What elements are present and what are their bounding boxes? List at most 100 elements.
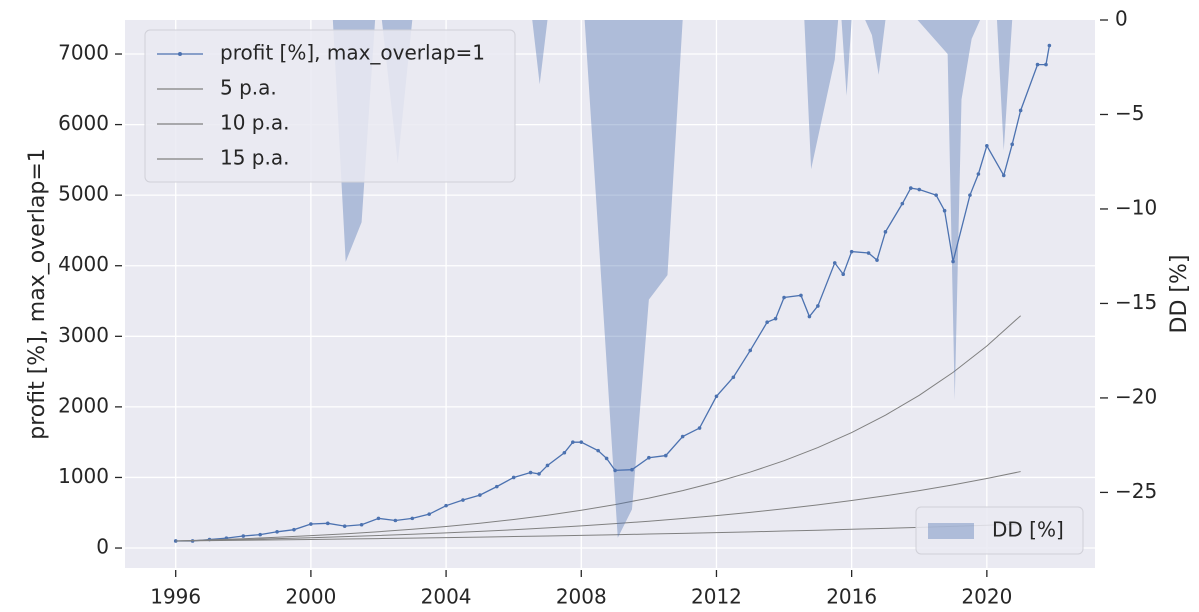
point <box>562 450 567 455</box>
line <box>175 523 1021 542</box>
legend-label: profit [%], max_overlap=1 <box>220 41 485 65</box>
point <box>773 316 778 321</box>
point <box>663 453 668 458</box>
point <box>630 467 634 472</box>
legend: profit [%], max_overlap=1 5 p.a. 10 p.a. 15… <box>144 29 1084 555</box>
point <box>596 448 600 453</box>
point <box>841 272 846 277</box>
point <box>731 375 736 380</box>
point <box>909 186 913 190</box>
y-axis-label: profit [%], max_overlap=1 <box>25 148 50 440</box>
point <box>342 524 347 528</box>
point <box>325 521 330 526</box>
point <box>951 259 955 264</box>
point <box>1047 43 1052 48</box>
axes: 1996 2000 2004 2008 2012 2016 2020 0 1000 2000 300… <box>58 7 1157 609</box>
legend-label: 10 p.a. <box>220 111 289 135</box>
point <box>807 314 812 319</box>
y2-tick-label: −5 <box>1115 101 1144 125</box>
point <box>1010 142 1014 147</box>
point <box>883 230 888 234</box>
point <box>571 440 575 444</box>
line <box>175 315 1021 542</box>
point <box>765 320 769 324</box>
x-tick-label: 1996 <box>150 585 201 609</box>
legend-swatch <box>928 523 974 539</box>
point <box>934 193 938 197</box>
y-tick-label: 1000 <box>58 464 109 488</box>
point <box>714 394 719 399</box>
y2-tick-label: −20 <box>1115 384 1157 408</box>
point <box>613 468 617 473</box>
point <box>410 516 415 521</box>
point <box>1044 62 1048 67</box>
x-tick-label: 2004 <box>421 585 472 609</box>
x-tick-label: 2020 <box>961 585 1012 609</box>
point <box>816 304 820 308</box>
point <box>359 522 364 527</box>
point <box>393 518 398 523</box>
point <box>1001 173 1006 178</box>
point <box>985 143 989 148</box>
legend-label: 15 p.a. <box>220 146 289 170</box>
point <box>748 348 753 353</box>
point <box>1035 62 1040 67</box>
point <box>604 456 609 461</box>
x-tick-label: 2000 <box>285 585 336 609</box>
x-tick-label: 2012 <box>691 585 742 609</box>
y2-tick-label: −25 <box>1115 479 1157 503</box>
y-tick-label: 2000 <box>58 393 109 417</box>
point <box>866 251 871 255</box>
legend-label: 5 p.a. <box>220 76 277 100</box>
dd-area <box>175 20 1050 538</box>
point <box>461 498 465 502</box>
y-tick-label: 6000 <box>58 111 109 135</box>
point <box>697 426 702 430</box>
legend-marker <box>178 52 182 56</box>
line <box>175 471 1021 542</box>
y2-tick-label: −15 <box>1115 290 1157 314</box>
y2-tick-label: 0 <box>1115 7 1128 31</box>
legend-box <box>144 29 516 183</box>
point <box>494 484 499 489</box>
x-tick-label: 2008 <box>556 585 607 609</box>
point <box>647 455 651 460</box>
x-tick-label: 2016 <box>826 585 877 609</box>
point <box>1018 108 1023 113</box>
y-tick-label: 5000 <box>58 182 109 206</box>
legend-label: DD [%] <box>992 518 1064 542</box>
point <box>875 258 879 262</box>
point <box>376 516 381 521</box>
point <box>942 208 947 213</box>
point <box>799 293 803 298</box>
point <box>900 201 905 206</box>
point <box>537 472 541 476</box>
point <box>680 434 685 439</box>
y2-tick-label: −10 <box>1115 195 1157 219</box>
point <box>292 527 296 532</box>
point <box>275 529 279 534</box>
y-tick-label: 4000 <box>58 252 109 276</box>
point <box>427 512 431 516</box>
point <box>511 475 516 480</box>
point <box>917 187 922 192</box>
point <box>782 295 786 300</box>
y-tick-label: 7000 <box>58 41 109 65</box>
legend-box <box>915 506 1084 555</box>
marks <box>173 20 1052 543</box>
point <box>832 261 837 265</box>
point <box>968 193 972 197</box>
y-tick-label: 0 <box>96 535 109 559</box>
point <box>478 493 482 497</box>
y2-axis-label: DD [%] <box>1167 255 1192 334</box>
point <box>976 172 981 176</box>
point <box>444 503 448 508</box>
point <box>309 522 313 526</box>
point <box>241 534 246 538</box>
point <box>258 532 262 537</box>
point <box>849 249 854 254</box>
point <box>528 470 533 475</box>
y-tick-label: 3000 <box>58 323 109 347</box>
point <box>545 463 550 468</box>
